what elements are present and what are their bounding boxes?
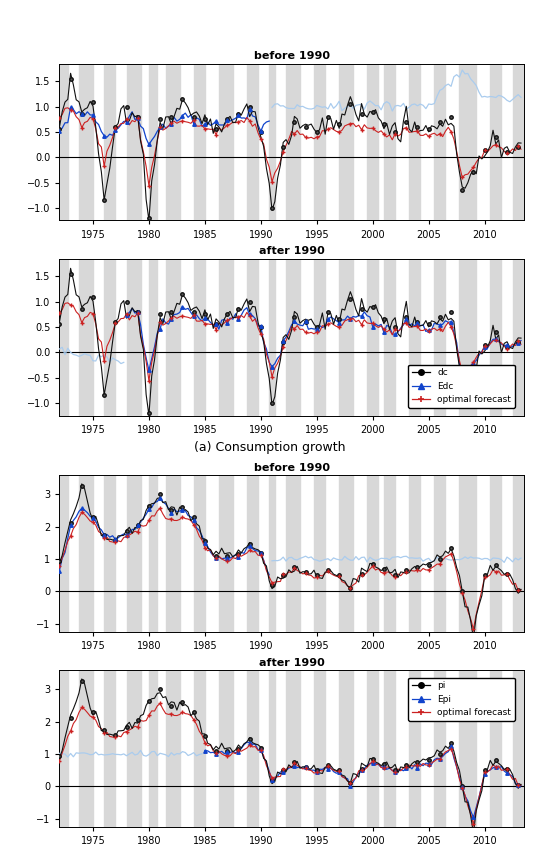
Bar (194, 670, 205, 827)
Bar (367, 475, 379, 632)
Bar (367, 670, 379, 827)
Bar (269, 670, 275, 827)
Title: before 1990: before 1990 (254, 52, 329, 61)
Bar (247, 259, 258, 416)
Bar (219, 670, 233, 827)
Title: after 1990: after 1990 (259, 247, 325, 256)
Bar (314, 64, 325, 220)
Bar (409, 670, 420, 827)
Bar (166, 670, 180, 827)
Bar (149, 670, 157, 827)
Bar (409, 259, 420, 416)
Bar (460, 259, 476, 416)
Bar (409, 64, 420, 220)
Bar (104, 259, 116, 416)
Bar (286, 64, 300, 220)
Bar (59, 259, 68, 416)
Bar (59, 670, 68, 827)
Bar (314, 475, 325, 632)
Bar (126, 670, 140, 827)
Text: (a) Consumption growth: (a) Consumption growth (194, 441, 346, 455)
Bar (149, 475, 157, 632)
Legend: pi, Epi, optimal forecast: pi, Epi, optimal forecast (408, 678, 515, 721)
Bar (126, 64, 140, 220)
Bar (149, 64, 157, 220)
Bar (104, 670, 116, 827)
Bar (384, 64, 395, 220)
Bar (219, 259, 233, 416)
Bar (434, 670, 446, 827)
Bar (460, 64, 476, 220)
Legend: dc, Edc, optimal forecast: dc, Edc, optimal forecast (408, 365, 515, 408)
Bar (460, 670, 476, 827)
Bar (166, 259, 180, 416)
Bar (512, 670, 524, 827)
Bar (490, 670, 502, 827)
Bar (339, 259, 353, 416)
Bar (126, 475, 140, 632)
Bar (339, 475, 353, 632)
Bar (286, 259, 300, 416)
Bar (59, 475, 68, 632)
Bar (219, 64, 233, 220)
Bar (339, 670, 353, 827)
Bar (314, 670, 325, 827)
Bar (149, 259, 157, 416)
Bar (219, 475, 233, 632)
Bar (490, 475, 502, 632)
Bar (314, 259, 325, 416)
Bar (512, 259, 524, 416)
Bar (490, 259, 502, 416)
Bar (79, 475, 93, 632)
Bar (286, 670, 300, 827)
Bar (194, 64, 205, 220)
Title: before 1990: before 1990 (254, 463, 329, 472)
Bar (384, 259, 395, 416)
Bar (247, 475, 258, 632)
Title: after 1990: after 1990 (259, 658, 325, 667)
Bar (269, 64, 275, 220)
Bar (194, 475, 205, 632)
Bar (104, 64, 116, 220)
Bar (79, 64, 93, 220)
Bar (339, 64, 353, 220)
Bar (126, 259, 140, 416)
Bar (269, 475, 275, 632)
Bar (434, 259, 446, 416)
Bar (247, 64, 258, 220)
Bar (79, 670, 93, 827)
Bar (269, 259, 275, 416)
Bar (384, 670, 395, 827)
Bar (490, 64, 502, 220)
Bar (434, 64, 446, 220)
Bar (104, 475, 116, 632)
Bar (384, 475, 395, 632)
Bar (166, 475, 180, 632)
Bar (409, 475, 420, 632)
Bar (247, 670, 258, 827)
Bar (194, 259, 205, 416)
Bar (166, 64, 180, 220)
Bar (460, 475, 476, 632)
Bar (286, 475, 300, 632)
Bar (512, 475, 524, 632)
Bar (367, 259, 379, 416)
Bar (59, 64, 68, 220)
Bar (434, 475, 446, 632)
Bar (367, 64, 379, 220)
Bar (79, 259, 93, 416)
Bar (512, 64, 524, 220)
